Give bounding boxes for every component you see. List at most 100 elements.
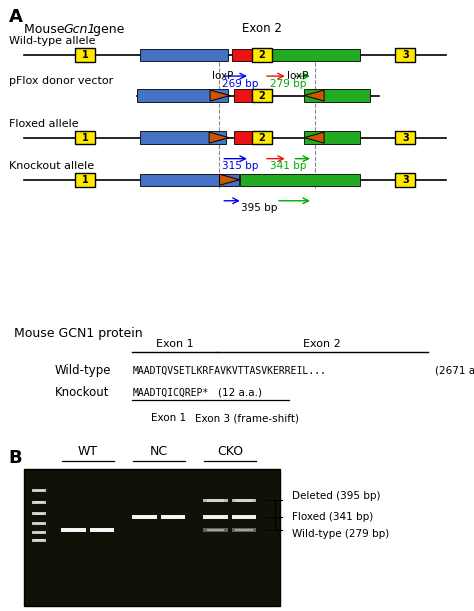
Text: Exon 1: Exon 1 [151,413,186,423]
Text: Exon 2: Exon 2 [242,22,282,35]
Bar [252,131,272,144]
Text: MAADTQVSETLKRFAVKVTTASVKERREIL...: MAADTQVSETLKRFAVKVTTASVKERREIL... [132,365,326,375]
Text: Exon 1: Exon 1 [155,340,193,349]
Text: 1: 1 [82,175,89,185]
Bar [75,48,95,62]
Bar [34,532,44,533]
Text: 3: 3 [402,50,409,60]
Bar [164,516,182,518]
Bar [203,499,228,502]
Bar [232,499,256,502]
Bar [32,531,46,534]
Bar [140,174,239,186]
Text: Exon 3 (frame-shift): Exon 3 (frame-shift) [195,413,299,423]
Text: Deleted (395 bp): Deleted (395 bp) [292,491,380,500]
Text: Gcn1: Gcn1 [63,23,95,35]
Bar [272,49,360,61]
Polygon shape [304,90,324,101]
Polygon shape [304,132,324,143]
Bar [236,529,253,531]
Bar [65,529,82,531]
Bar [32,500,46,503]
Bar [32,512,46,515]
Bar [140,49,228,61]
Text: B: B [9,449,22,467]
Text: 269 bp: 269 bp [222,79,258,89]
Text: loxP: loxP [212,71,234,81]
Text: WT: WT [78,445,98,458]
Text: CKO: CKO [217,445,243,458]
Bar [136,516,153,518]
Text: MAADTQICQREP*: MAADTQICQREP* [132,387,209,397]
Bar [304,89,370,101]
Bar [395,48,415,62]
Bar [236,499,253,502]
Bar [34,489,44,491]
Bar [203,515,228,519]
Bar [207,499,224,502]
Bar [34,522,44,524]
Text: NC: NC [150,445,168,458]
Text: 3: 3 [402,133,409,142]
Text: Wild-type allele: Wild-type allele [9,36,95,46]
Bar [24,469,280,606]
Polygon shape [209,132,229,143]
Text: Wild-type (279 bp): Wild-type (279 bp) [292,529,389,539]
Text: 395 bp: 395 bp [241,203,277,213]
Text: 3: 3 [402,175,409,185]
Bar [395,131,415,144]
Text: 2: 2 [258,133,265,142]
Bar [232,49,272,61]
Bar [232,529,256,532]
Text: Floxed (341 bp): Floxed (341 bp) [292,512,373,522]
Text: Knockout: Knockout [55,386,109,399]
Text: gene: gene [89,23,125,35]
Text: Mouse: Mouse [24,23,68,35]
Bar [252,89,272,102]
Bar [161,515,185,519]
Bar [304,131,360,144]
Bar [207,529,224,531]
Text: (2671 a.a.): (2671 a.a.) [435,365,474,375]
Bar [234,89,272,101]
Bar [232,515,256,519]
Bar [34,513,44,514]
Polygon shape [219,174,239,185]
Bar [32,489,46,492]
Text: Mouse GCN1 protein: Mouse GCN1 protein [14,327,143,340]
Text: A: A [9,8,22,26]
Text: Knockout allele: Knockout allele [9,161,94,170]
Bar [90,529,114,532]
Text: 341 bp: 341 bp [270,161,307,171]
Text: (12 a.a.): (12 a.a.) [219,387,262,397]
Text: 2: 2 [258,50,265,60]
Polygon shape [210,90,230,101]
Bar [34,539,44,541]
Text: 279 bp: 279 bp [270,79,307,89]
Bar [140,131,226,144]
Text: 1: 1 [82,133,89,142]
Bar [132,515,157,519]
Bar [395,173,415,186]
Bar [207,516,224,518]
Text: 315 bp: 315 bp [222,161,258,171]
Bar [32,538,46,541]
Bar [32,522,46,525]
Bar [252,48,272,62]
Bar [203,529,228,532]
Bar [234,131,272,144]
Bar [240,174,360,186]
Text: Wild-type: Wild-type [55,364,111,377]
Bar [137,89,228,101]
Text: Exon 2: Exon 2 [303,340,341,349]
Bar [93,529,110,531]
Text: 2: 2 [258,90,265,101]
Bar [75,131,95,144]
Bar [34,501,44,503]
Text: Floxed allele: Floxed allele [9,119,78,128]
Text: loxP: loxP [286,71,308,81]
Bar [61,529,86,532]
Bar [236,516,253,518]
Bar [75,173,95,186]
Text: pFlox donor vector: pFlox donor vector [9,76,113,87]
